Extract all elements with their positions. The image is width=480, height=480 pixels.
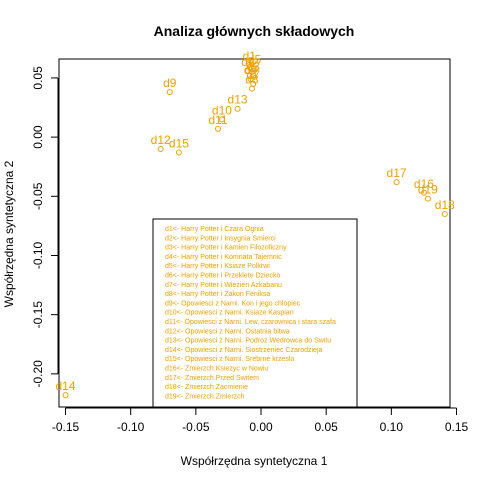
legend-entry: d6<- Harry Potter i Przeklete Dziecko <box>165 273 280 280</box>
x-tick-label: 0.10 <box>380 420 404 434</box>
point-marker-d17 <box>393 179 400 186</box>
legend-entry: d7<- Harry Potter i Wiezien Azkabanu <box>165 282 282 289</box>
legend-entry: d13<- Opowiesci z Narni. Podroz Wedrowca… <box>165 338 331 345</box>
legend-entry: d1<- Harry Potter i Czara Ognia <box>165 226 264 233</box>
y-tick-label: 0.05 <box>31 66 45 90</box>
legend-entry: d4<- Harry Potter i Komnata Tajemnic <box>165 254 282 261</box>
point-label-d6: d6 <box>241 55 255 69</box>
x-axis-label: Współrzędna syntetyczna 1 <box>181 454 328 468</box>
x-tick-label: 0.05 <box>315 420 339 434</box>
point-label-d11: d11 <box>208 113 227 127</box>
x-tick-label: 0.00 <box>249 420 273 434</box>
point-label-d17: d17 <box>387 166 407 180</box>
point-label-d8: d8 <box>245 73 259 87</box>
point-marker-d5 <box>251 65 258 72</box>
y-tick-label: 0.00 <box>31 125 45 149</box>
point-marker-d6 <box>244 67 251 74</box>
legend-entry: d3<- Harry Potter i Kamien Filozoficzny <box>165 245 287 252</box>
point-label-d1: d1 <box>243 49 257 63</box>
legend-entry: d12<- Opowiesci z Narni. Ostatnia bitwa <box>165 328 290 335</box>
point-label-d7: d7 <box>247 68 261 82</box>
legend-entry: d16<- Zmierzch.Ksiezyc w Nowiu <box>165 366 268 373</box>
data-points: d1d2d3d4d5d6d7d8d9d10d11d12d13d14d15d16d… <box>56 49 455 399</box>
legend-entry: d17<- Zmierzch.Przed Switem <box>165 375 259 382</box>
legend-entry: d11<- Opowiesci z Narni. Lew, czarownica… <box>165 319 336 326</box>
legend-entries: d1<- Harry Potter i Czara Ognia d2<- Harr… <box>165 226 336 400</box>
legend: d1<- Harry Potter i Czara Ognia d2<- Harr… <box>152 218 358 408</box>
x-tick-label: 0.15 <box>445 420 469 434</box>
y-axis: -0.20 -0.15 -0.10 -0.05 0.00 0.05 <box>31 66 59 388</box>
legend-entry: d5<- Harry Potter i Ksiaze Polkrwi <box>165 263 270 270</box>
point-label-d16: d16 <box>414 177 434 191</box>
point-label-d13: d13 <box>228 93 248 107</box>
legend-box <box>152 218 358 408</box>
point-label-d19: d19 <box>418 183 438 197</box>
point-marker-d8 <box>248 85 255 92</box>
point-marker-d18 <box>441 211 448 218</box>
x-axis: -0.15 -0.10 -0.05 0.00 0.05 0.10 0.15 <box>52 407 469 434</box>
point-marker-d11 <box>215 125 222 132</box>
point-marker-d12 <box>157 145 164 152</box>
point-marker-d1 <box>246 61 253 68</box>
y-tick-label: -0.05 <box>31 182 45 210</box>
legend-entry: d19<- Zmierzch.Zmierzch <box>165 393 245 400</box>
x-tick-label: -0.15 <box>52 420 80 434</box>
chart-title: Analiza głównych składowych <box>154 23 355 39</box>
legend-entry: d8<- Harry Potter i Zakon Feniksa <box>165 291 270 298</box>
point-label-d5: d5 <box>248 52 262 66</box>
point-label-d9: d9 <box>163 76 177 90</box>
y-axis-label: Współrzędna syntetyczna 2 <box>2 160 16 307</box>
point-marker-d10 <box>218 116 225 123</box>
x-tick-label: -0.05 <box>182 420 210 434</box>
point-marker-d9 <box>166 89 173 96</box>
y-tick-label: -0.15 <box>31 301 45 329</box>
x-tick-label: -0.10 <box>117 420 145 434</box>
point-marker-d16 <box>420 189 427 196</box>
point-label-d10: d10 <box>212 103 232 117</box>
legend-entry: d15<- Opowiesci z Narni. Srebrne krzeslo <box>165 356 294 363</box>
point-label-d12: d12 <box>151 133 171 147</box>
legend-entry: d2<- Harry Potter i Insygnia Smierci <box>165 235 276 242</box>
legend-entry: d18<- Zmierzch.Zacmienie <box>165 384 248 391</box>
point-label-d15: d15 <box>169 137 189 151</box>
point-label-d14: d14 <box>56 379 76 393</box>
y-tick-label: -0.20 <box>31 360 45 388</box>
point-marker-d15 <box>175 149 182 156</box>
point-label-d18: d18 <box>435 198 455 212</box>
legend-entry: d9<- Opowiesci z Narni. Kon i jego chlop… <box>165 300 301 307</box>
legend-entry: d14<- Opowiesci z Narni. Siostrzeniec Cz… <box>165 347 322 354</box>
point-marker-d19 <box>424 195 431 202</box>
legend-entry: d10<- Opowiesci z Narni. Ksiaze Kaspian <box>165 310 294 317</box>
point-marker-d4 <box>247 76 254 83</box>
point-marker-d14 <box>62 392 69 399</box>
point-marker-d13 <box>234 105 241 112</box>
y-tick-label: -0.10 <box>31 241 45 269</box>
